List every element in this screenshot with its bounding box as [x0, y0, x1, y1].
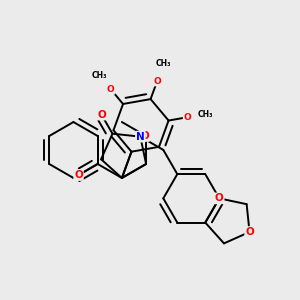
Text: CH₃: CH₃ [91, 71, 107, 80]
Text: O: O [140, 131, 149, 141]
Text: O: O [245, 227, 254, 237]
Text: O: O [153, 76, 161, 85]
Text: O: O [215, 194, 224, 203]
Text: N: N [136, 132, 145, 142]
Text: O: O [184, 113, 191, 122]
Text: CH₃: CH₃ [198, 110, 213, 118]
Text: O: O [107, 85, 115, 94]
Text: O: O [74, 170, 83, 180]
Text: O: O [97, 110, 106, 120]
Text: CH₃: CH₃ [156, 59, 171, 68]
